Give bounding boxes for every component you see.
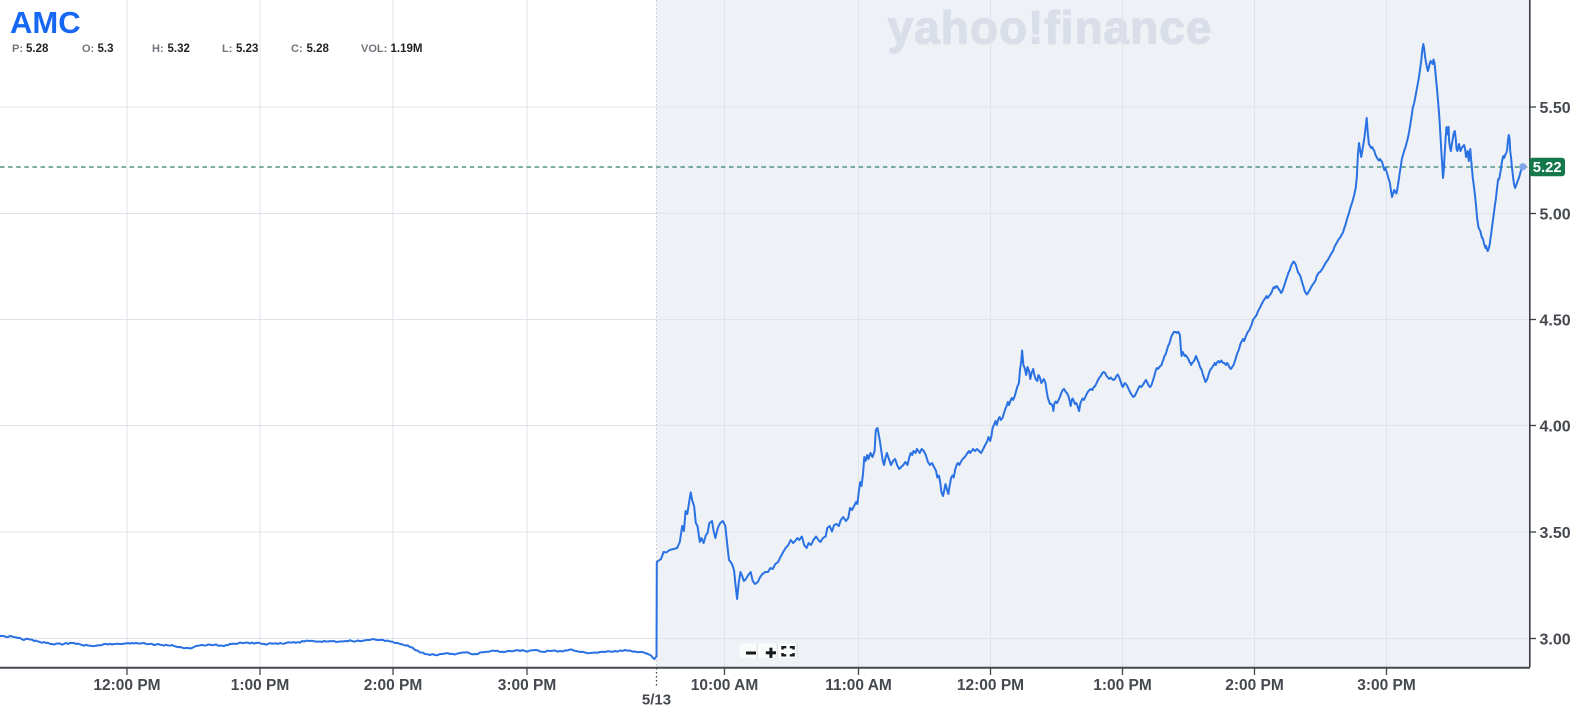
svg-text:3:00 PM: 3:00 PM: [1357, 677, 1416, 694]
svg-text:H:: H:: [152, 43, 164, 55]
svg-text:yahoo!finance: yahoo!finance: [888, 2, 1213, 54]
svg-text:5/13: 5/13: [642, 692, 671, 708]
svg-text:2:00 PM: 2:00 PM: [1225, 677, 1284, 694]
svg-text:5.50: 5.50: [1540, 100, 1571, 117]
svg-text:P:: P:: [12, 43, 23, 55]
svg-text:VOL:: VOL:: [361, 43, 387, 55]
svg-text:5.23: 5.23: [236, 43, 258, 55]
svg-text:L:: L:: [222, 43, 232, 55]
svg-text:1:00 PM: 1:00 PM: [1093, 677, 1152, 694]
svg-text:4.00: 4.00: [1540, 419, 1571, 436]
svg-text:5.28: 5.28: [26, 43, 49, 55]
svg-text:3:00 PM: 3:00 PM: [498, 677, 557, 694]
svg-text:O:: O:: [82, 43, 94, 55]
svg-text:5.28: 5.28: [307, 43, 330, 55]
svg-text:5.3: 5.3: [98, 43, 114, 55]
svg-text:5.00: 5.00: [1540, 207, 1571, 224]
svg-text:AMC: AMC: [10, 5, 81, 40]
svg-text:2:00 PM: 2:00 PM: [364, 677, 423, 694]
svg-text:5.32: 5.32: [168, 43, 190, 55]
svg-text:3.50: 3.50: [1540, 525, 1571, 542]
svg-text:10:00 AM: 10:00 AM: [691, 677, 758, 694]
svg-text:1.19M: 1.19M: [391, 43, 423, 55]
svg-text:3.00: 3.00: [1540, 632, 1571, 649]
svg-text:12:00 PM: 12:00 PM: [957, 677, 1024, 694]
svg-text:5.22: 5.22: [1533, 160, 1562, 176]
svg-text:11:00 AM: 11:00 AM: [825, 677, 892, 694]
svg-text:1:00 PM: 1:00 PM: [231, 677, 290, 694]
svg-text:4.50: 4.50: [1540, 313, 1571, 330]
svg-text:C:: C:: [291, 43, 303, 55]
svg-text:12:00 PM: 12:00 PM: [93, 677, 160, 694]
